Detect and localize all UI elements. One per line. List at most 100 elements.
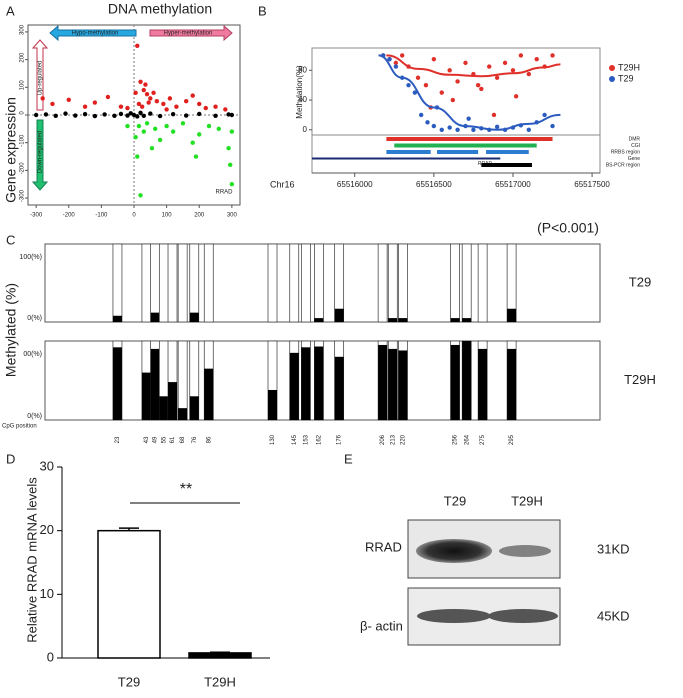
point: [226, 112, 231, 117]
point: [190, 93, 195, 98]
point: [387, 56, 392, 62]
x-tick-label: 275: [480, 434, 486, 445]
point: [82, 111, 88, 117]
track-label: RRBS region: [611, 149, 640, 155]
bar: [188, 652, 252, 659]
point: [471, 127, 476, 132]
y-tick-label: 20: [40, 522, 54, 537]
point: [228, 162, 233, 168]
fit-line: [378, 54, 561, 131]
point: [197, 132, 202, 137]
bar: [168, 382, 178, 420]
point: [136, 101, 142, 107]
bar-background: [167, 243, 178, 323]
annotation: Hypo-methylation: [72, 31, 119, 37]
bar: [268, 389, 278, 420]
point: [125, 105, 130, 111]
point: [133, 134, 138, 140]
bar: [301, 347, 311, 420]
x-tick-label: 0: [132, 213, 136, 219]
y-tick-label: 0(%): [27, 315, 42, 322]
point: [213, 104, 218, 109]
point: [125, 113, 130, 118]
point: [491, 112, 497, 118]
point: [431, 56, 437, 62]
track-range: [437, 150, 479, 154]
bar: [507, 308, 517, 322]
bar: [334, 308, 344, 322]
x-axis-label: CpG position: [2, 424, 37, 430]
point: [203, 105, 208, 111]
x-tick-label: 206: [380, 434, 386, 445]
annotation: RRAD: [215, 190, 233, 196]
point: [423, 82, 429, 88]
size-label: 45KD: [597, 608, 630, 623]
point: [197, 111, 202, 117]
point: [146, 100, 151, 105]
point: [518, 53, 524, 58]
point: [102, 112, 107, 117]
bar-background: [461, 243, 472, 323]
size-label: 31KD: [597, 541, 630, 556]
y-tick-label: -100: [20, 134, 26, 147]
panel-label: B: [258, 3, 267, 18]
bar: [97, 529, 161, 659]
point: [33, 112, 39, 118]
point: [479, 86, 484, 92]
x-tick-label: 55: [161, 436, 167, 443]
point: [206, 123, 212, 129]
bar: [478, 348, 488, 420]
bar: [334, 356, 344, 420]
error-bar: [210, 651, 230, 654]
bar-background: [203, 243, 214, 323]
x-tick-label: 130: [270, 434, 276, 445]
point: [92, 113, 98, 119]
point: [510, 68, 516, 73]
point: [447, 125, 452, 130]
point: [135, 154, 140, 159]
x-tick-label: 153: [303, 434, 309, 445]
y-axis-label: Methylated (%): [3, 283, 19, 377]
point: [43, 112, 49, 117]
error-bar: [119, 527, 139, 531]
point: [157, 137, 163, 143]
point: [136, 123, 142, 129]
y-tick-label: 0: [20, 111, 26, 115]
point: [431, 123, 437, 129]
y-tick-label: -200: [20, 162, 26, 175]
track-range: [312, 157, 501, 160]
bar: [507, 348, 517, 420]
point: [450, 97, 456, 103]
point: [141, 113, 146, 119]
point: [164, 107, 169, 112]
x-tick-label: 300: [227, 213, 238, 219]
point: [406, 82, 411, 88]
point: [183, 113, 189, 118]
point: [144, 92, 150, 97]
bar: [462, 341, 472, 420]
track-range: [386, 137, 553, 141]
track-range: [386, 150, 431, 154]
protein-label: RRAD: [365, 539, 402, 554]
x-tick-label: 145: [292, 434, 298, 445]
legend-marker: [609, 76, 615, 82]
point: [447, 68, 452, 73]
point: [526, 127, 531, 132]
y-tick-label: 10: [40, 586, 54, 601]
bar: [314, 318, 324, 322]
point: [170, 129, 176, 134]
point: [439, 90, 444, 95]
panel-label: E: [344, 451, 353, 466]
bar: [378, 344, 388, 420]
bar: [141, 372, 151, 420]
point: [415, 75, 421, 80]
y-axis-label: Methylation(%): [295, 65, 304, 119]
point: [487, 64, 492, 69]
point: [63, 111, 68, 116]
point: [153, 126, 158, 132]
y-tick-label: -300: [20, 189, 26, 202]
x-tick-label: -200: [63, 213, 76, 219]
bar: [398, 350, 408, 420]
point: [534, 56, 539, 62]
row-label: T29H: [624, 372, 656, 387]
